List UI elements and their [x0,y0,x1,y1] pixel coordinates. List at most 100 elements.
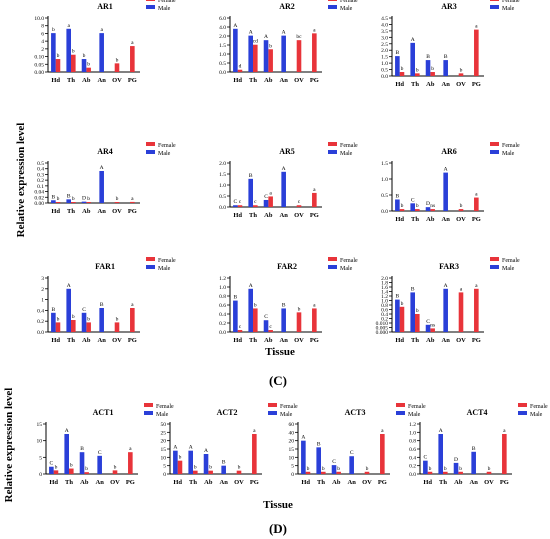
y-tick-label: 0.00 [34,70,44,76]
x-tick-label: PG [128,208,137,215]
x-tick-label: Hd [395,81,404,88]
bar-female [71,54,76,72]
x-tick-label: OV [112,337,122,344]
x-tick-label: Hd [51,337,60,344]
x-tick-label: Th [249,212,257,219]
bar-letter-female: b [116,57,119,63]
bar-letter-male: B [249,173,253,179]
bar-letter-female: ns [430,203,435,209]
bar-letter-female: c [298,199,301,205]
bar-letter-male: C [234,199,238,205]
y-tick-label: 2.0 [219,161,226,167]
legend-label-female: Female [156,404,174,410]
bar-letter-female: b [57,196,60,202]
y-tick-label: 0.2 [37,319,44,325]
bar-male [349,456,354,474]
legend-swatch-female [328,257,337,261]
y-tick-label: 2.0 [381,48,388,54]
bar-female [84,472,89,474]
x-tick-label: PG [310,337,319,344]
bar-letter-male: a [100,27,103,33]
chart-title: ACT1 [93,408,114,417]
y-tick-label: 0.0 [219,330,226,336]
x-tick-label: Hd [51,208,60,215]
panel-d-label: (D) [269,521,287,536]
bar-female [114,63,120,72]
bar-male [81,312,87,332]
legend-label-female: Female [280,404,298,410]
bar-letter-female: b [116,316,119,322]
bar-letter-male: B [80,446,84,452]
bar-male [331,465,337,474]
legend-label-female: Female [340,143,358,149]
y-tick-label: 15 [37,422,43,428]
bar-letter-male: A [264,34,268,40]
bar-female [177,460,183,474]
chart-ar5: AR5FemaleMale0.00.51.01.52.0HdcCThcBAbaC… [219,142,358,219]
x-tick-label: Ab [426,337,435,344]
y-tick-label: 15 [161,447,167,453]
legend-swatch-male [144,411,153,415]
x-tick-label: An [442,216,451,223]
legend-swatch-male [396,411,405,415]
x-tick-label: PG [126,479,135,486]
bar-letter-male: C [82,307,86,313]
bar-letter-male: D [454,457,458,463]
bar-letter-male: B [472,446,476,452]
chart-act4: ACT4FemaleMale0.00.20.40.60.81.01.2HdbCT… [409,403,548,486]
bar-letter-female: b [194,465,197,471]
bar-female [237,205,243,207]
bar-female [474,197,479,211]
x-tick-label: An [98,77,107,84]
bar-female [208,470,213,474]
bar-letter-female: b [72,49,75,55]
bar-letter-female: b [322,466,325,472]
bar-letter-male: B [411,286,415,292]
bar-female [268,330,273,332]
bar-letter-female: b [254,302,257,308]
bar-female [237,330,243,332]
bar-male [425,207,431,211]
bar-letter-female: b [416,308,419,314]
y-tick-label: 0 [163,472,166,478]
bar-male [425,324,431,332]
legend-label-female: Female [530,404,548,410]
bar-letter-female: a [131,40,134,46]
y-tick-label: 0.8 [409,439,416,445]
legend-swatch-male [328,150,337,154]
chart-title: AR3 [441,2,457,11]
y-tick-label: 0.0 [409,472,416,478]
bar-female [114,202,120,203]
y-tick-label: 0.0 [381,209,388,215]
x-tick-label: OV [456,337,466,344]
bar-letter-male: B [396,50,400,56]
bar-female [296,40,302,72]
chart-far2: FAR2 Female Male 0.0 0.2 0.4 0.6 0.8 1.0 1.2 Hd c B T… [219,257,358,344]
bar-male [443,172,448,211]
bar-female [55,59,61,72]
bar-female [55,322,61,332]
y-tick-label: 25 [161,430,167,436]
y-tick-label: 0.010 [376,321,389,327]
lower-y-axis-label: Relative expression level [3,388,15,503]
x-tick-label: PG [500,479,509,486]
bar-letter-female: cd [253,39,258,45]
x-tick-label: Hd [49,479,58,486]
bar-letter-female: b [416,67,419,73]
legend-label-female: Female [408,404,426,410]
bar-letter-male: C [264,194,268,200]
bar-letter-female: b [366,466,369,472]
bar-male [81,59,87,72]
bar-male [395,199,400,211]
y-tick-label: 0.5 [219,61,226,67]
x-tick-label: PG [310,77,319,84]
bar-letter-female: b [116,196,119,202]
bar-letter-male: A [65,428,69,434]
y-tick-label: 1.5 [381,55,388,61]
y-tick-label: 4.5 [381,16,388,22]
chart-act1: ACT1FemaleMale051015HdbCThbAAbbBAnCOVbPG… [37,403,174,486]
bar-female [130,46,135,72]
bar-letter-female: b [57,53,60,59]
legend-label-male: Male [502,266,515,272]
x-tick-label: Th [411,216,419,223]
